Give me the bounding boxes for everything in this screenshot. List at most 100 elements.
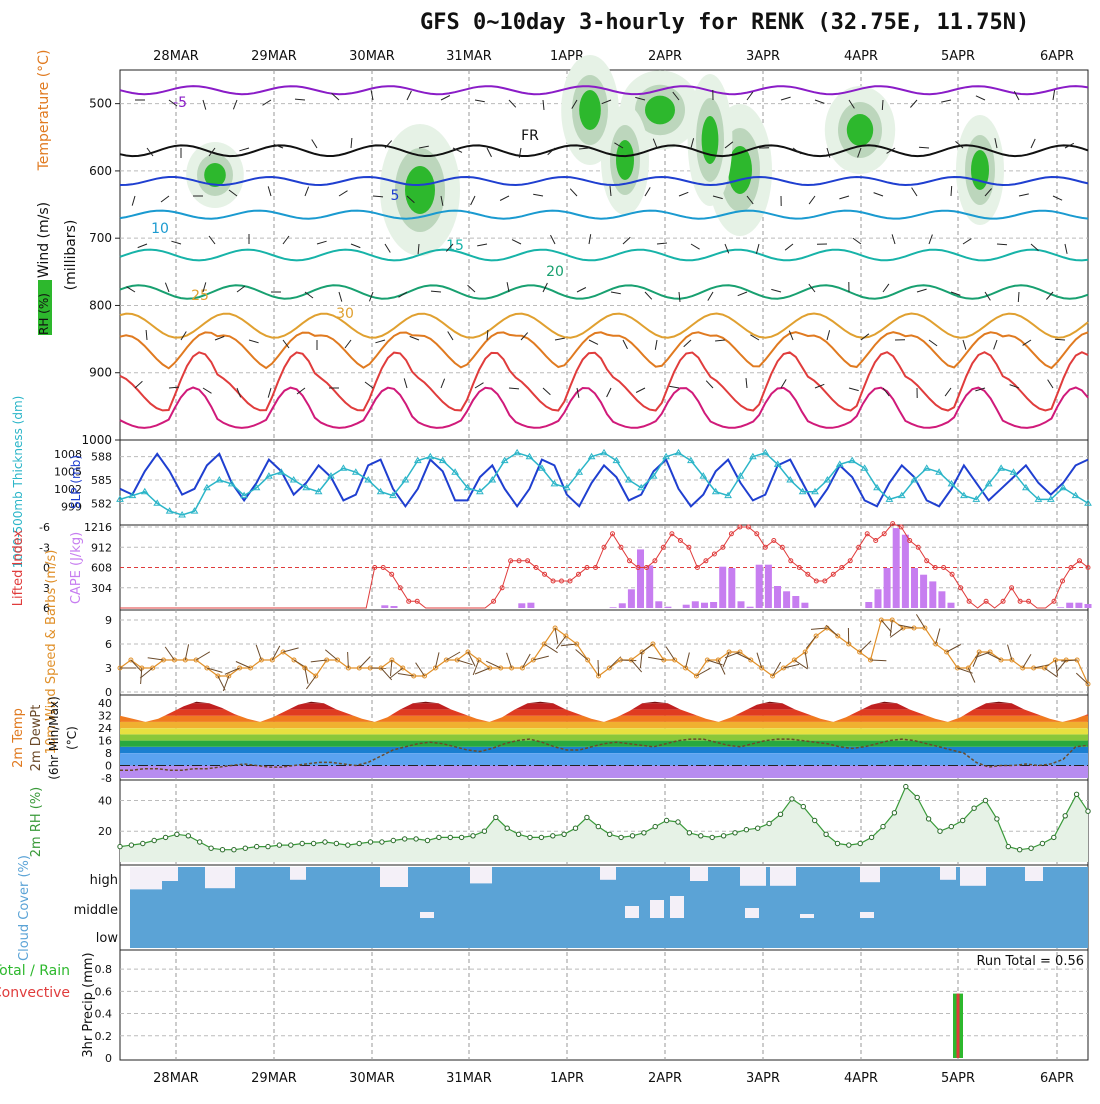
wind-barb: [477, 244, 487, 246]
wind-barb: [1031, 139, 1035, 148]
panel-frame-wind10: [120, 610, 1088, 695]
wind-barb: [756, 244, 759, 254]
rh-marker: [1052, 835, 1056, 839]
precip-tick: 0: [105, 1052, 112, 1065]
wind-barb: [738, 292, 747, 296]
upper-ytick-label: 700: [89, 231, 112, 245]
rh-marker: [539, 835, 543, 839]
wind-barb-10m: [381, 668, 392, 680]
cape-bar: [527, 603, 534, 608]
cloud-high-bar: [940, 867, 956, 880]
temp-band: [120, 741, 1088, 747]
rh-marker: [551, 834, 555, 838]
cape-bar: [948, 603, 955, 608]
rh-marker: [346, 843, 350, 847]
cape-bar: [664, 607, 671, 608]
rh-marker: [175, 832, 179, 836]
li-axis-label: Lifted Index: [11, 529, 26, 606]
isotherm-line: [120, 211, 1088, 219]
temp-band: [120, 728, 1088, 734]
rh-marker: [573, 826, 577, 830]
wind-barb-10m: [391, 660, 392, 676]
rh-tick: 20: [98, 825, 112, 838]
wind-barb: [1048, 380, 1053, 388]
rh-marker: [266, 844, 270, 848]
wind-barb: [963, 239, 971, 244]
temp-tick: 8: [105, 747, 112, 760]
wind-barb: [874, 193, 883, 196]
wind-barb: [500, 196, 509, 201]
rh-marker: [482, 829, 486, 833]
wind-barb: [771, 289, 781, 292]
rh-marker: [608, 832, 612, 836]
wind-barb: [268, 388, 271, 398]
wind-barb: [997, 244, 1007, 245]
wind-barb: [475, 383, 484, 388]
cape-bar: [875, 589, 882, 608]
rh-marker: [892, 811, 896, 815]
rh-marker: [528, 835, 532, 839]
wind-barb: [351, 244, 360, 248]
wind-barb-10m: [1008, 645, 1012, 660]
upper-ytick-label: 1000: [81, 433, 112, 447]
rh-marker: [767, 821, 771, 825]
rh-marker: [1086, 809, 1090, 813]
cape-bar: [1066, 603, 1073, 608]
wind-barb: [853, 238, 861, 244]
wind-barb: [209, 236, 215, 244]
wind-barb: [410, 336, 419, 340]
rh-marker: [642, 831, 646, 835]
rh-marker: [744, 828, 748, 832]
wind-barb: [555, 338, 565, 340]
cloud-level-high: high: [90, 873, 118, 888]
wind-tick: 9: [105, 614, 112, 627]
thickness-tick: 588: [91, 451, 112, 464]
wind-barb: [917, 289, 927, 292]
chart-title: GFS 0~10day 3-hourly for RENK (32.75E, 1…: [420, 10, 1029, 35]
cape-bar: [747, 607, 754, 608]
isotherm-label: 15: [446, 238, 464, 254]
wind-barb: [849, 388, 859, 391]
rh-marker: [1063, 814, 1067, 818]
wind-barb: [268, 186, 271, 196]
upper-ytick-label: 800: [89, 298, 112, 312]
wind-barb: [882, 100, 883, 110]
rh-marker: [904, 784, 908, 788]
upper-axis-label-mb: (millibars): [63, 220, 79, 291]
wind-barb-10m: [881, 620, 891, 632]
date-label-bottom: 4APR: [844, 1071, 878, 1086]
rh-marker: [163, 835, 167, 839]
cape-bar: [756, 565, 763, 608]
temp-axis-label: 2m Temp: [11, 708, 26, 768]
wind-barb: [706, 381, 713, 388]
wind-barb-10m: [890, 620, 892, 636]
isotherm-label: 10: [151, 221, 169, 237]
cape-bar: [1057, 607, 1064, 608]
date-label-top: 2APR: [648, 49, 682, 64]
rh-marker: [813, 818, 817, 822]
upper-axis-label-rh: RH (%): [37, 293, 51, 335]
rh-marker: [938, 829, 942, 833]
rh-marker: [801, 804, 805, 808]
wind-barb: [165, 283, 169, 292]
wind-barb-10m: [916, 614, 925, 628]
cloud-high-bar: [770, 867, 796, 886]
cape-bar: [683, 605, 690, 608]
cape-bar: [701, 603, 708, 608]
rh-marker: [790, 797, 794, 801]
precip-tick: 0.2: [95, 1030, 113, 1043]
cape-bar: [884, 568, 891, 608]
rh-marker: [733, 831, 737, 835]
cloud-high-bar: [160, 867, 178, 881]
wind-barb-10m: [1076, 673, 1088, 684]
wind-barb: [233, 100, 237, 109]
thickness-line: [120, 453, 1088, 515]
date-label-top: 6APR: [1040, 49, 1074, 64]
wind-barb: [611, 292, 621, 294]
wind-barb: [691, 244, 700, 249]
thickness-tick: 585: [91, 474, 112, 487]
cape-bar: [938, 591, 945, 608]
rh-marker: [289, 843, 293, 847]
precip-convective-bar: [957, 994, 960, 1058]
rh-marker: [391, 838, 395, 842]
